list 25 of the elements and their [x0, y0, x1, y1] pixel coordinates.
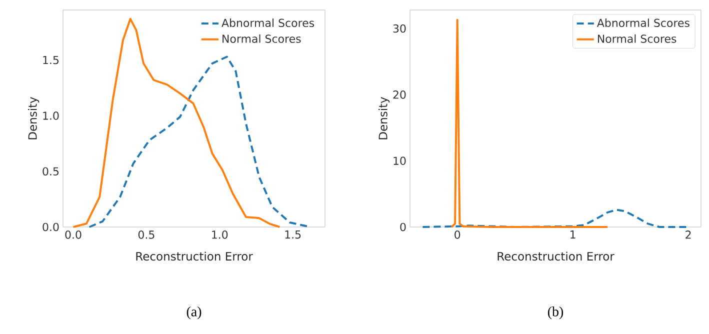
text: (b) [548, 306, 564, 320]
y-axis-title: Density [28, 96, 40, 140]
x-tick-label: 0.5 [138, 230, 154, 239]
y-tick-label: 10 [394, 156, 406, 165]
x-tick-label: 0 [454, 230, 460, 239]
x-tick-label: 2 [686, 230, 691, 239]
y-axis-title: Density [378, 96, 390, 140]
legend-label: Normal Scores [222, 34, 301, 43]
y-tick-label: 20 [393, 90, 406, 99]
y-tick-label: 1.0 [43, 112, 59, 120]
y-tick-label: 0.5 [42, 167, 59, 176]
x-axis-title: Reconstruction Error [498, 252, 614, 261]
x-tick-label: 1.5 [285, 230, 301, 239]
x-tick-label: 0.0 [65, 230, 82, 239]
x-tick-label: 1.0 [212, 230, 228, 239]
text: (a) [186, 306, 202, 320]
legend-label: Abnormal Scores [222, 18, 314, 28]
y-tick-label: 0.0 [42, 222, 59, 232]
y-tick-label: 30 [393, 24, 406, 33]
x-tick-label: 1 [570, 230, 576, 239]
y-tick-label: 1.5 [43, 56, 59, 64]
legend-label: Normal Scores [598, 34, 676, 43]
legend-label: Abnormal Scores [596, 18, 690, 28]
y-tick-label: 0 [400, 222, 406, 232]
x-axis-title: Reconstruction Error [136, 252, 253, 261]
